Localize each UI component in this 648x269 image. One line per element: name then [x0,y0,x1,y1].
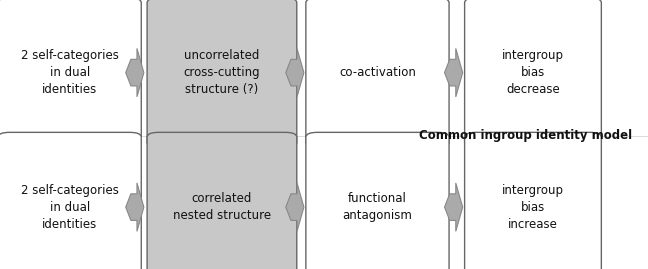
Polygon shape [286,183,304,231]
Text: 2 self-categories
in dual
identities: 2 self-categories in dual identities [21,184,119,231]
Text: 2 self-categories
in dual
identities: 2 self-categories in dual identities [21,49,119,96]
FancyBboxPatch shape [147,132,297,269]
Text: correlated
nested structure: correlated nested structure [173,192,271,222]
FancyBboxPatch shape [465,0,601,147]
FancyBboxPatch shape [306,132,449,269]
Polygon shape [126,48,144,97]
Polygon shape [286,48,304,97]
Text: intergroup
bias
increase: intergroup bias increase [502,184,564,231]
Polygon shape [445,48,463,97]
Text: intergroup
bias
decrease: intergroup bias decrease [502,49,564,96]
Text: co-activation: co-activation [339,66,416,79]
Polygon shape [126,183,144,231]
Polygon shape [445,183,463,231]
Text: functional
antagonism: functional antagonism [343,192,412,222]
FancyBboxPatch shape [147,0,297,147]
FancyBboxPatch shape [465,132,601,269]
Text: Common ingroup identity model: Common ingroup identity model [419,129,632,142]
FancyBboxPatch shape [306,0,449,147]
FancyBboxPatch shape [0,0,141,147]
FancyBboxPatch shape [0,132,141,269]
Text: uncorrelated
cross-cutting
structure (?): uncorrelated cross-cutting structure (?) [183,49,260,96]
